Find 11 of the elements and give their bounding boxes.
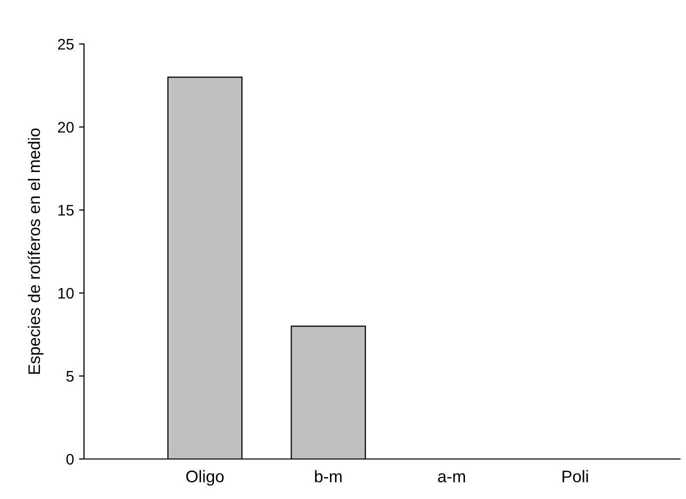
x-tick-label: Poli	[562, 470, 588, 482]
x-tick-label: a-m	[438, 473, 465, 482]
y-tick-label: 0	[66, 454, 74, 465]
y-tick-label: 20	[58, 122, 74, 133]
y-axis-title: Especies de rotíferos en el medio	[28, 128, 44, 374]
y-tick-label: 25	[58, 38, 74, 50]
y-tick-label: 15	[58, 205, 74, 216]
x-tick-label: b-m	[315, 470, 342, 482]
x-tick-label: Oligo	[186, 470, 224, 486]
y-tick-label: 10	[58, 288, 74, 299]
y-tick-label: 5	[66, 371, 74, 382]
